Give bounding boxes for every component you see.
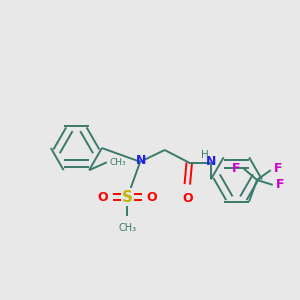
Text: O: O — [147, 190, 157, 204]
Text: CH₃: CH₃ — [118, 223, 136, 232]
Text: N: N — [206, 155, 216, 168]
Text: S: S — [122, 190, 133, 205]
Text: CH₃: CH₃ — [110, 158, 126, 167]
Text: O: O — [182, 192, 193, 205]
Text: F: F — [276, 178, 284, 191]
Text: H: H — [201, 150, 209, 160]
Text: F: F — [274, 162, 282, 175]
Text: F: F — [232, 162, 240, 175]
Text: O: O — [98, 190, 108, 204]
Text: N: N — [136, 154, 146, 167]
